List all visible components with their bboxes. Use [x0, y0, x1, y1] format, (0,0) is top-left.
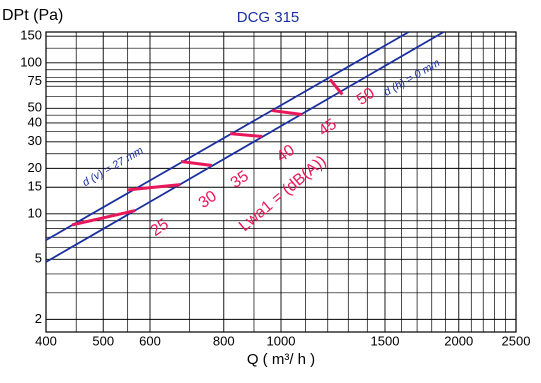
series-line	[127, 183, 181, 192]
x-tick-label: 2000	[444, 333, 473, 348]
x-tick-label: 1500	[371, 333, 400, 348]
series-line	[229, 132, 263, 139]
series-line	[71, 209, 136, 227]
series-line	[271, 109, 303, 116]
series-line	[45, 31, 445, 263]
x-tick-label: 1000	[267, 333, 296, 348]
series-line	[180, 160, 213, 167]
series-label: 50	[354, 85, 378, 109]
y-tick-label: 150	[20, 28, 42, 43]
series-label: 40	[274, 142, 298, 166]
y-axis-label: DPt (Pa)	[2, 7, 63, 24]
series-label: 45	[316, 116, 340, 140]
plot-frame	[45, 31, 517, 333]
y-tick-label: 30	[28, 133, 42, 148]
chart-title: DCG 315	[237, 9, 300, 26]
x-tick-label: 400	[35, 333, 57, 348]
series-label: 25	[148, 216, 172, 240]
series-label: 35	[228, 168, 252, 192]
y-tick-label: 40	[28, 114, 42, 129]
series-label: d (v) = 27 mm	[80, 145, 145, 189]
x-tick-label: 500	[92, 333, 114, 348]
x-tick-label: 2500	[502, 333, 531, 348]
y-tick-label: 2	[35, 311, 42, 326]
series-line	[45, 31, 410, 241]
series-label: 30	[196, 188, 220, 212]
y-tick-label: 10	[28, 205, 42, 220]
y-tick-label: 50	[28, 100, 42, 115]
y-tick-label: 100	[20, 54, 42, 69]
x-axis-label: Q ( m³/ h )	[247, 351, 315, 368]
y-tick-label: 20	[28, 160, 42, 175]
series-line	[328, 78, 344, 96]
y-tick-label: 75	[28, 73, 42, 88]
y-tick-label: 15	[28, 179, 42, 194]
x-tick-label: 800	[213, 333, 235, 348]
x-tick-label: 600	[139, 333, 161, 348]
y-tick-label: 5	[35, 251, 42, 266]
